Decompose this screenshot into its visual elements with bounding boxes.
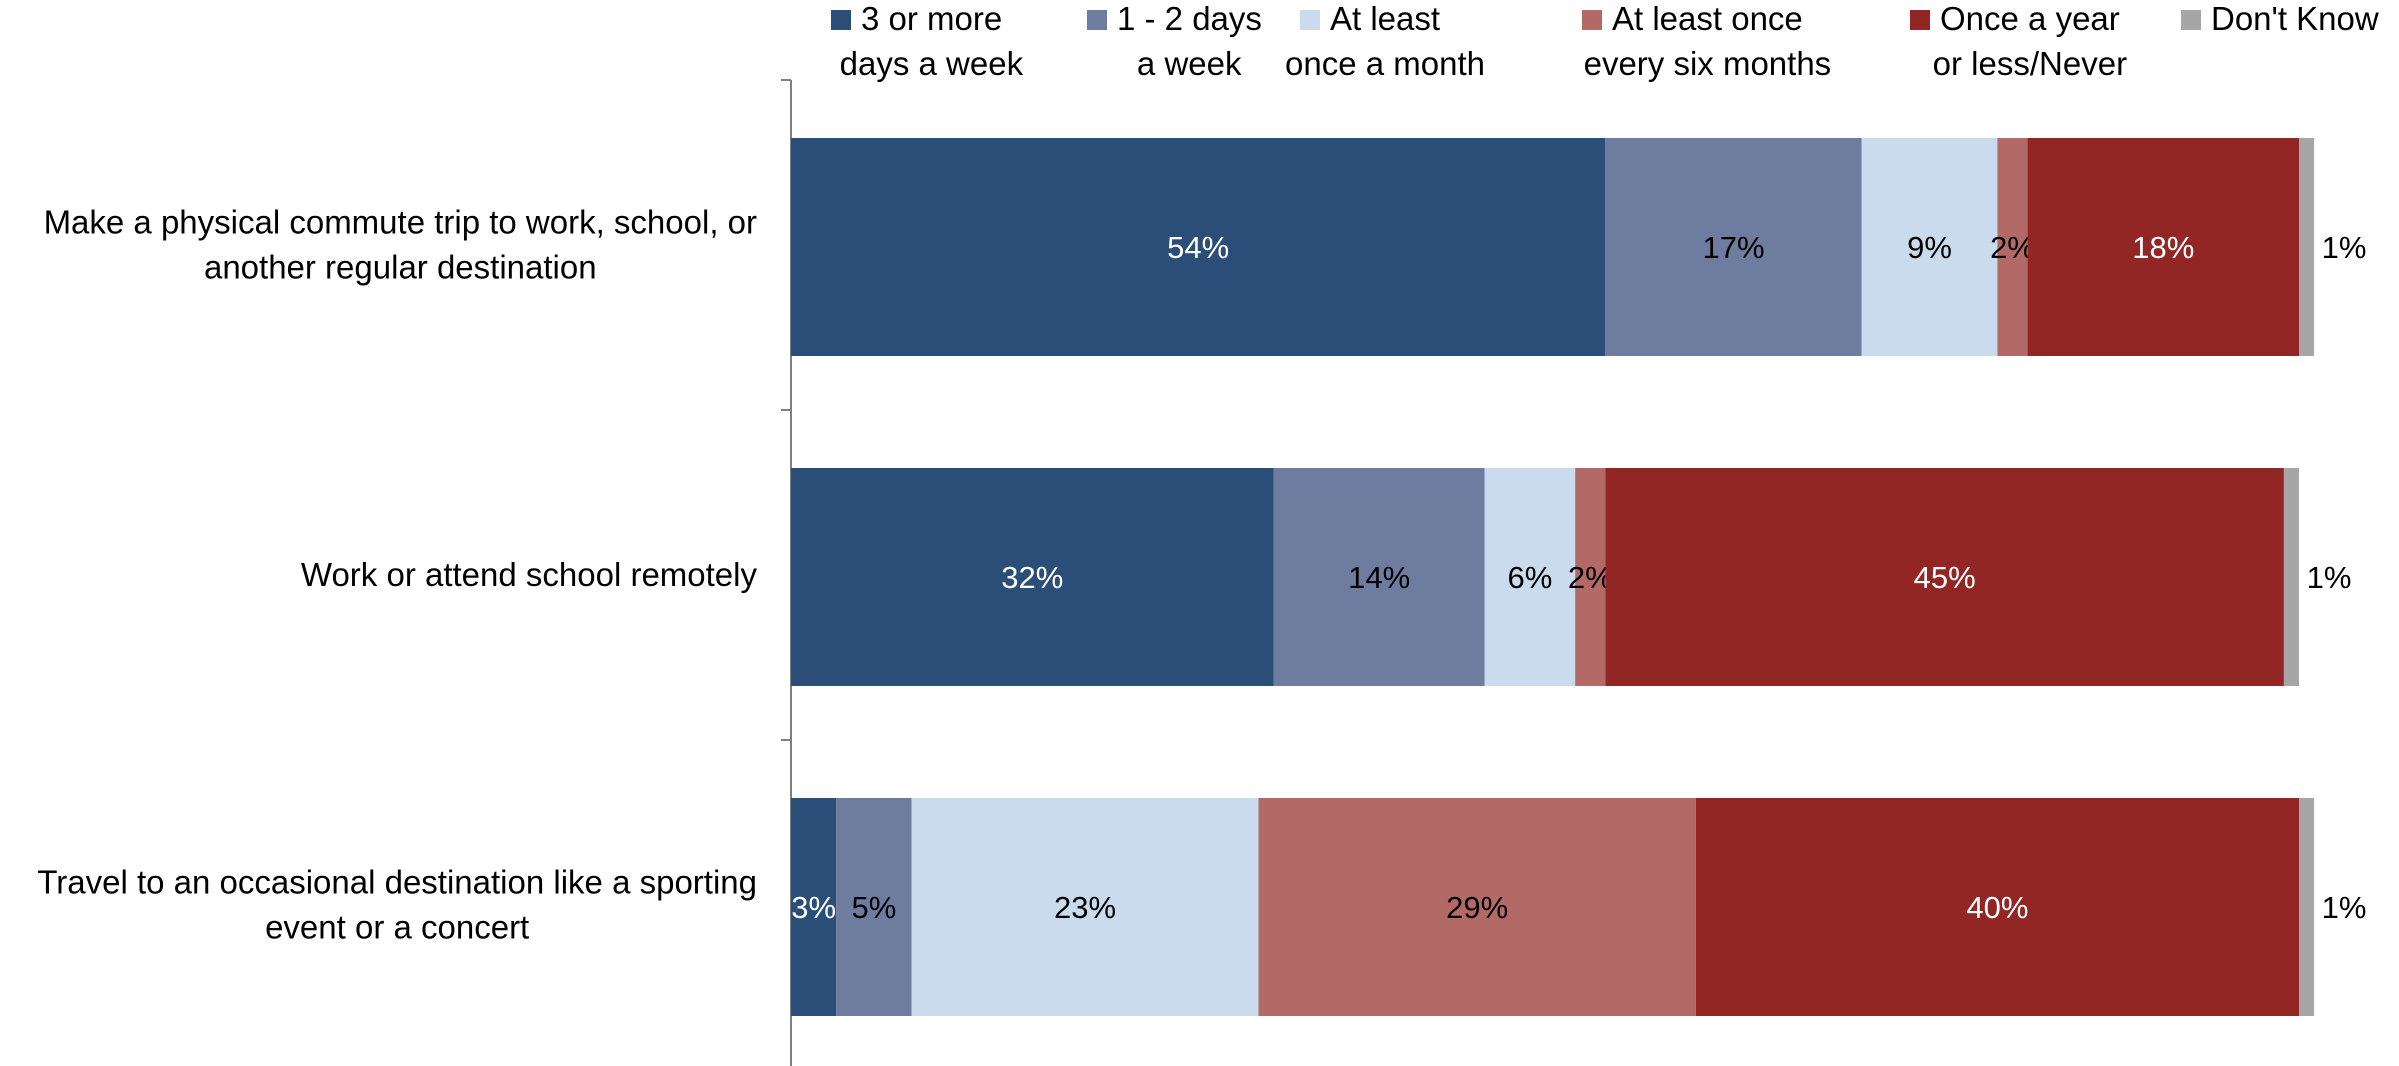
bar-segment [1605,468,2284,686]
bar-segment [791,138,1606,356]
category-label-line: Work or attend school remotely [301,556,758,593]
legend-swatch [1087,10,1107,30]
data-label: 14% [1348,560,1410,595]
data-label: 2% [1568,560,1613,595]
legend: 3 or more days a week 1 - 2 days a week At l… [831,0,2379,82]
legend-item: Don't Know [2181,0,2379,37]
legend-label: Once a year [1940,0,2120,37]
data-label: 1% [2322,230,2367,265]
legend-item: 3 or more days a week [831,0,1024,82]
data-label: 32% [1001,560,1063,595]
legend-swatch [1300,10,1320,30]
category-label: Make a physical commute trip to work, sc… [44,204,757,286]
legend-label: once a month [1285,45,1485,82]
bar-segment [2299,798,2315,1016]
legend-label: or less/Never [1933,45,2127,82]
legend-swatch [2181,10,2201,30]
category-label-line: another regular destination [204,249,597,286]
legend-swatch [1582,10,1602,30]
legend-item: Once a year or less/Never [1910,0,2127,82]
bar-segment [1997,138,2028,356]
data-label: 6% [1508,560,1553,595]
legend-label: At least [1330,0,1440,37]
bar-segment [1258,798,1696,1016]
data-label: 45% [1914,560,1976,595]
bar-segment [2283,468,2299,686]
data-label: 3% [791,890,836,925]
legend-label: 1 - 2 days [1117,0,1262,37]
bars: 54% 17% 9% 2% 18% 1% 32% 14% 6% 2% 45% 1% 3% 5% 23% 29%… [791,138,2366,1016]
data-label: 18% [2132,230,2194,265]
bar-stack: 32% 14% 6% 2% 45% 1% [791,468,2351,686]
category-label-line: event or a concert [265,909,529,946]
legend-item: 1 - 2 days a week [1087,0,1262,82]
category-label-line: Travel to an occasional destination like… [37,864,757,901]
legend-label: every six months [1584,45,1832,82]
bar-segment [1484,468,1576,686]
bar-segment [1575,468,1606,686]
data-label: 54% [1167,230,1229,265]
category-label: Travel to an occasional destination like… [37,864,757,946]
bar-segment [1605,138,1862,356]
category-axis [781,79,792,1066]
bar-segment [1695,798,2299,1016]
legend-label: a week [1137,45,1242,82]
legend-item: At least once every six months [1582,0,1831,82]
bar-segment [2299,138,2315,356]
legend-label: days a week [840,45,1024,82]
data-label: 9% [1907,230,1952,265]
data-label: 40% [1966,890,2028,925]
bar-segment [911,798,1259,1016]
category-label: Work or attend school remotely [301,556,758,593]
category-labels: Make a physical commute trip to work, sc… [37,204,757,946]
legend-swatch [1910,10,1930,30]
bar-stack: 54% 17% 9% 2% 18% 1% [791,138,2366,356]
data-label: 17% [1702,230,1764,265]
legend-label: At least once [1612,0,1803,37]
data-label: 1% [2307,560,2352,595]
bar-segment [791,468,1274,686]
data-label: 1% [2322,890,2367,925]
bar-segment [1273,468,1485,686]
legend-label: Don't Know [2211,0,2379,37]
bar-segment [2027,138,2299,356]
data-label: 5% [852,890,897,925]
data-label: 29% [1446,890,1508,925]
category-label-line: Make a physical commute trip to work, sc… [44,204,757,241]
bar-stack: 3% 5% 23% 29% 40% 1% [791,798,2366,1016]
legend-swatch [831,10,851,30]
bar-segment [1861,138,1998,356]
legend-label: 3 or more [861,0,1002,37]
bar-segment [791,798,837,1016]
data-label: 2% [1990,230,2035,265]
legend-item: At least once a month [1285,0,1485,82]
bar-segment [836,798,912,1016]
data-label: 23% [1054,890,1116,925]
